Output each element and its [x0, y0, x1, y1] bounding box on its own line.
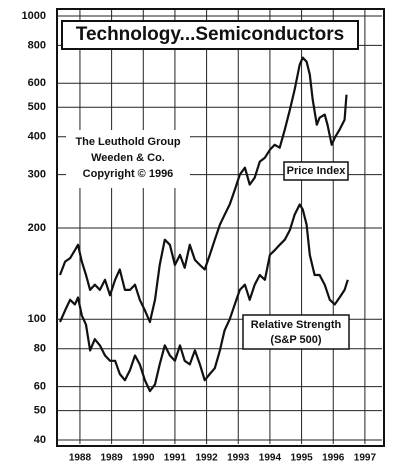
series-line: [58, 203, 349, 393]
x-tick-label: 1990: [132, 453, 155, 464]
y-tick-label: 1000: [22, 10, 46, 22]
y-tick-label: 50: [34, 405, 46, 417]
x-tick-label: 1988: [69, 453, 92, 464]
y-tick-label: 500: [28, 101, 46, 113]
series-label: Relative Strength: [251, 319, 342, 331]
y-tick-label: 60: [34, 380, 46, 392]
x-tick-label: 1996: [322, 453, 345, 464]
lines: [58, 56, 349, 393]
y-tick-label: 40: [34, 434, 46, 446]
annotation: Weeden & Co.: [91, 152, 165, 164]
x-tick-label: 1995: [290, 453, 313, 464]
label-box: [283, 161, 349, 181]
annotation: Copyright © 1996: [83, 168, 174, 180]
x-tick-label: 1997: [354, 453, 377, 464]
x-tick-label: 1992: [195, 453, 218, 464]
title-box: [61, 20, 359, 50]
y-tick-label: 400: [28, 131, 46, 143]
series-label: Price Index: [287, 165, 347, 177]
y-tick-label: 200: [28, 222, 46, 234]
y-tick-label: 800: [28, 39, 46, 51]
series-line: [58, 56, 348, 324]
annotation-box: [66, 130, 190, 188]
y-tick-label: 100: [28, 313, 46, 325]
x-tick-label: 1993: [227, 453, 250, 464]
series-label: (S&P 500): [270, 334, 321, 346]
chart-title: Technology...Semiconductors: [76, 24, 345, 45]
y-tick-label: 80: [34, 343, 46, 355]
y-tick-label: 600: [28, 77, 46, 89]
label-box: [242, 314, 350, 350]
x-tick-label: 1991: [164, 453, 187, 464]
x-tick-label: 1989: [100, 453, 123, 464]
annotation: The Leuthold Group: [75, 136, 180, 148]
x-tick-label: 1994: [259, 453, 282, 464]
y-tick-label: 300: [28, 168, 46, 180]
